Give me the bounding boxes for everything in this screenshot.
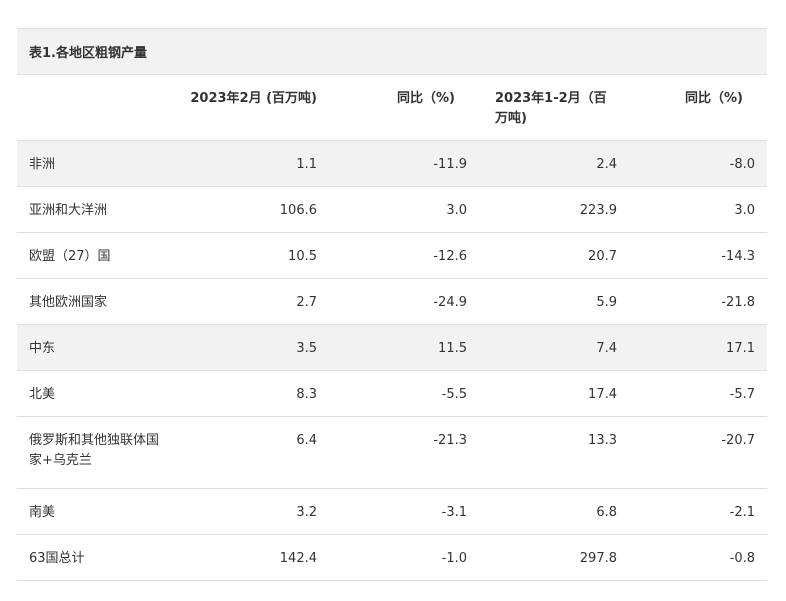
cell-janfeb-yoy: -14.3	[617, 232, 767, 279]
cell-feb: 3.5	[167, 324, 317, 371]
cell-region: 俄罗斯和其他独联体国家+乌克兰	[17, 416, 167, 489]
cell-janfeb: 2.4	[467, 140, 617, 187]
cell-feb: 2.7	[167, 278, 317, 325]
cell-janfeb-yoy: 3.0	[617, 186, 767, 233]
table-row: 中东 3.5 11.5 7.4 17.1	[17, 324, 767, 371]
table-row: 俄罗斯和其他独联体国家+乌克兰 6.4 -21.3 13.3 -20.7	[17, 416, 767, 489]
cell-janfeb-yoy: -20.7	[617, 416, 767, 489]
cell-janfeb: 297.8	[467, 534, 617, 581]
table-row: 南美 3.2 -3.1 6.8 -2.1	[17, 488, 767, 535]
cell-janfeb: 17.4	[467, 370, 617, 417]
cell-feb-yoy: -1.0	[317, 534, 467, 581]
table-row: 亚洲和大洋洲 106.6 3.0 223.9 3.0	[17, 186, 767, 233]
cell-feb-yoy: -3.1	[317, 488, 467, 535]
cell-janfeb-yoy: -8.0	[617, 140, 767, 187]
cell-feb-yoy: -21.3	[317, 416, 467, 489]
steel-production-table-container: 表1.各地区粗钢产量 2023年2月 (百万吨) 同比（%) 2023年1-2月…	[17, 28, 767, 581]
table-row: 63国总计 142.4 -1.0 297.8 -0.8	[17, 534, 767, 581]
cell-janfeb: 5.9	[467, 278, 617, 325]
cell-feb-yoy: -5.5	[317, 370, 467, 417]
cell-janfeb-yoy: -2.1	[617, 488, 767, 535]
table-header-row: 2023年2月 (百万吨) 同比（%) 2023年1-2月（百万吨) 同比（%)	[17, 74, 767, 141]
cell-janfeb-yoy: 17.1	[617, 324, 767, 371]
cell-feb: 6.4	[167, 416, 317, 489]
cell-feb-yoy: 3.0	[317, 186, 467, 233]
header-janfeb: 2023年1-2月（百万吨)	[467, 74, 617, 141]
header-janfeb-yoy: 同比（%)	[617, 74, 767, 141]
table-caption-row: 表1.各地区粗钢产量	[17, 28, 767, 75]
table-row: 北美 8.3 -5.5 17.4 -5.7	[17, 370, 767, 417]
cell-feb-yoy: 11.5	[317, 324, 467, 371]
cell-janfeb: 13.3	[467, 416, 617, 489]
header-region	[17, 74, 167, 141]
cell-feb: 8.3	[167, 370, 317, 417]
cell-janfeb-yoy: -0.8	[617, 534, 767, 581]
steel-production-table: 表1.各地区粗钢产量 2023年2月 (百万吨) 同比（%) 2023年1-2月…	[17, 28, 767, 581]
cell-region: 非洲	[17, 140, 167, 187]
header-feb-yoy: 同比（%)	[317, 74, 467, 141]
cell-region: 欧盟（27）国	[17, 232, 167, 279]
table-row: 其他欧洲国家 2.7 -24.9 5.9 -21.8	[17, 278, 767, 325]
cell-janfeb: 7.4	[467, 324, 617, 371]
cell-region: 中东	[17, 324, 167, 371]
cell-region: 63国总计	[17, 534, 167, 581]
cell-janfeb-yoy: -5.7	[617, 370, 767, 417]
cell-feb: 1.1	[167, 140, 317, 187]
cell-janfeb: 223.9	[467, 186, 617, 233]
cell-feb-yoy: -24.9	[317, 278, 467, 325]
cell-feb: 3.2	[167, 488, 317, 535]
table-row: 欧盟（27）国 10.5 -12.6 20.7 -14.3	[17, 232, 767, 279]
header-feb-label: 2023年2月 (百万吨)	[190, 91, 317, 106]
cell-janfeb: 20.7	[467, 232, 617, 279]
cell-region: 北美	[17, 370, 167, 417]
table-row: 非洲 1.1 -11.9 2.4 -8.0	[17, 140, 767, 187]
cell-feb-yoy: -12.6	[317, 232, 467, 279]
table-caption: 表1.各地区粗钢产量	[17, 28, 767, 75]
cell-feb: 106.6	[167, 186, 317, 233]
cell-region: 其他欧洲国家	[17, 278, 167, 325]
cell-feb: 142.4	[167, 534, 317, 581]
header-feb: 2023年2月 (百万吨)	[167, 74, 317, 141]
cell-feb-yoy: -11.9	[317, 140, 467, 187]
cell-region: 亚洲和大洋洲	[17, 186, 167, 233]
cell-janfeb-yoy: -21.8	[617, 278, 767, 325]
cell-region: 南美	[17, 488, 167, 535]
cell-janfeb: 6.8	[467, 488, 617, 535]
cell-feb: 10.5	[167, 232, 317, 279]
